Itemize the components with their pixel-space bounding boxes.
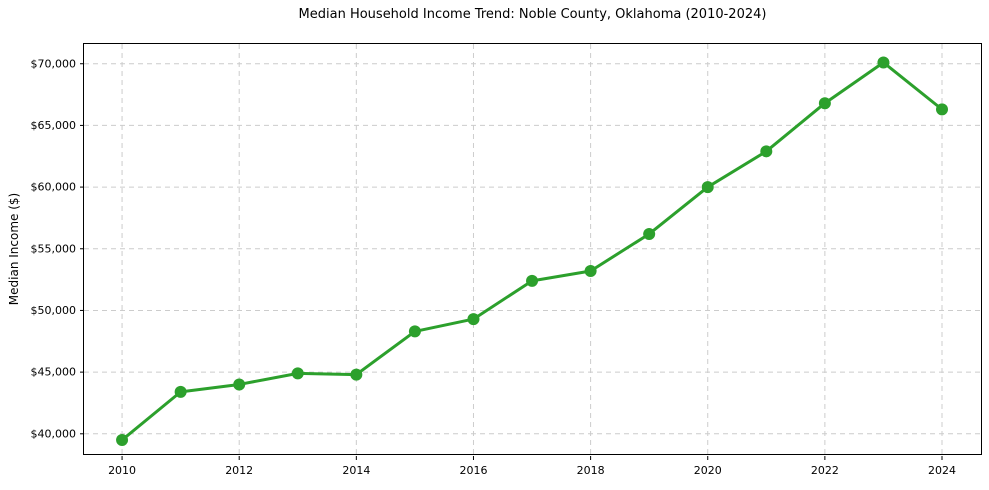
data-point-2011 xyxy=(174,385,187,398)
chart-title: Median Household Income Trend: Noble Cou… xyxy=(298,7,767,22)
data-point-2024 xyxy=(936,103,949,116)
x-tick-label: 2012 xyxy=(225,464,253,477)
plot-area: $40,000 $45,000 $50,000 $55,000 $60,000 $65,0… xyxy=(31,43,983,477)
data-point-2017 xyxy=(526,274,539,287)
data-point-2015 xyxy=(408,325,421,338)
data-point-2021 xyxy=(760,145,773,158)
x-tick-label: 2018 xyxy=(577,464,605,477)
x-tick-label: 2016 xyxy=(459,464,487,477)
x-tick-label: 2022 xyxy=(811,464,839,477)
y-tick-label: $70,000 xyxy=(31,57,77,70)
plot-svg: $40,000 $45,000 $50,000 $55,000 $60,000 $65,0… xyxy=(31,44,983,477)
data-point-2016 xyxy=(467,313,480,326)
y-tick-label: $45,000 xyxy=(31,366,77,379)
x-tick-label: 2020 xyxy=(694,464,722,477)
y-tick-label: $60,000 xyxy=(31,181,77,194)
data-point-2023 xyxy=(877,56,890,69)
data-point-2013 xyxy=(291,367,304,380)
data-point-2014 xyxy=(350,368,363,381)
x-tick-label: 2010 xyxy=(108,464,136,477)
y-tick-label: $40,000 xyxy=(31,427,77,440)
data-point-2018 xyxy=(584,264,597,277)
y-tick-label: $65,000 xyxy=(31,119,77,132)
x-tick-label: 2024 xyxy=(928,464,956,477)
data-point-2010 xyxy=(116,433,129,446)
data-point-2022 xyxy=(818,97,831,110)
data-point-2019 xyxy=(643,227,656,240)
y-tick-label: $55,000 xyxy=(31,242,77,255)
y-tick-label: $50,000 xyxy=(31,304,77,317)
data-point-2020 xyxy=(701,181,714,194)
data-point-2012 xyxy=(233,378,246,391)
x-tick-label: 2014 xyxy=(342,464,370,477)
y-axis-label: Median Income ($) xyxy=(7,192,21,306)
